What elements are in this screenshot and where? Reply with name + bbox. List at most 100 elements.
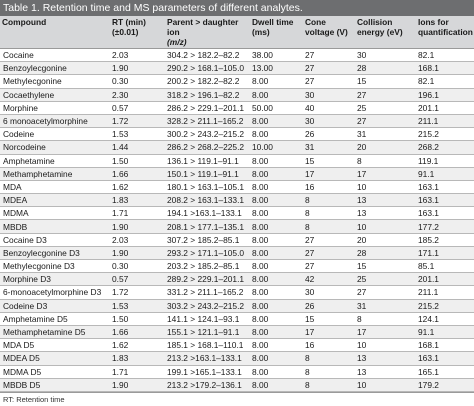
- table-cell: 10: [355, 219, 416, 234]
- table-cell: 208.1 > 177.1–135.1: [165, 219, 250, 234]
- table-cell: Benzoylecgonine D3: [0, 246, 110, 261]
- table-cell: 30: [303, 114, 355, 129]
- column-header: Dwell time (ms): [250, 16, 303, 49]
- table-cell: 50.00: [250, 101, 303, 115]
- table-cell: 13.00: [250, 61, 303, 76]
- table-cell: 304.2 > 182.2–82.2: [165, 48, 250, 63]
- table-cell: 171.1: [416, 246, 474, 261]
- table-cell: Methylecgonine: [0, 74, 110, 89]
- table-cell: 17: [355, 325, 416, 340]
- table-cell: 27: [303, 74, 355, 89]
- table-cell: 91.1: [416, 325, 474, 340]
- table-cell: 25: [355, 101, 416, 115]
- table-cell: 293.2 > 171.1–105.0: [165, 246, 250, 261]
- table-caption: Table 1. Retention time and MS parameter…: [0, 0, 474, 16]
- table-cell: 10: [355, 180, 416, 195]
- table-cell: 17: [303, 325, 355, 340]
- table-cell: 15: [303, 312, 355, 326]
- table-cell: 8: [303, 351, 355, 366]
- table-row: Cocaethylene 2.30 318.2 > 196.1–82.2 8.00 30…: [0, 88, 474, 102]
- table-cell: 179.2: [416, 378, 474, 392]
- table-row: MDMA D5 1.71 199.1 >165.1–133.1 8.00 8 13 165.…: [0, 365, 474, 379]
- table-cell: 185.1 > 168.1–110.1: [165, 338, 250, 353]
- table-cell: 1.66: [110, 325, 165, 340]
- table-cell: 8: [355, 154, 416, 168]
- table-cell: 13: [355, 365, 416, 379]
- table-cell: 8.00: [250, 193, 303, 208]
- table-cell: 163.1: [416, 206, 474, 221]
- table-cell: 27: [303, 259, 355, 274]
- table-cell: 8: [303, 193, 355, 208]
- table-row: Methamphetamine D5 1.66 155.1 > 121.1–91.1…: [0, 325, 474, 340]
- table-cell: 1.44: [110, 140, 165, 155]
- table-cell: 168.1: [416, 338, 474, 353]
- table-cell: 307.2 > 185.2–85.1: [165, 233, 250, 247]
- table-cell: 268.2: [416, 140, 474, 155]
- table-cell: 1.90: [110, 219, 165, 234]
- table-cell: 1.62: [110, 180, 165, 195]
- table-row: Cocaine D3 2.03 307.2 > 185.2–85.1 8.00 27 20…: [0, 233, 474, 247]
- table-cell: 1.72: [110, 285, 165, 300]
- table-cell: 2.03: [110, 233, 165, 247]
- table-cell: MDEA: [0, 193, 110, 208]
- table-cell: 8.00: [250, 246, 303, 261]
- table-cell: MDMA: [0, 206, 110, 221]
- table-cell: 203.2 > 185.2–85.1: [165, 259, 250, 274]
- table-cell: 82.1: [416, 48, 474, 63]
- table-cell: 1.90: [110, 378, 165, 392]
- column-header: Collision energy (eV): [355, 16, 416, 49]
- table-cell: 38.00: [250, 48, 303, 63]
- table-cell: 318.2 > 196.1–82.2: [165, 88, 250, 102]
- column-header-line: RT (min): [112, 17, 146, 27]
- table-cell: 13: [355, 351, 416, 366]
- table-cell: 0.30: [110, 259, 165, 274]
- table-cell: 201.1: [416, 272, 474, 287]
- table-cell: 31: [355, 299, 416, 313]
- table-row: Amphetamine 1.50 136.1 > 119.1–91.1 8.00 15 8…: [0, 154, 474, 168]
- table-row: MDA D5 1.62 185.1 > 168.1–110.1 8.00 16 10 168…: [0, 338, 474, 353]
- table-cell: 31: [355, 127, 416, 142]
- table-cell: 26: [303, 299, 355, 313]
- column-header-line: energy (eV): [357, 27, 403, 37]
- table-cell: 8: [355, 312, 416, 326]
- table-cell: 8.00: [250, 206, 303, 221]
- table-cell: 40: [303, 101, 355, 115]
- table-cell: 17: [355, 167, 416, 181]
- table-cell: 8: [303, 206, 355, 221]
- table-cell: Methylecgonine D3: [0, 259, 110, 274]
- column-header-line: quantification: [418, 27, 473, 37]
- table-cell: 13: [355, 193, 416, 208]
- table-cell: 200.2 > 182.2–82.2: [165, 74, 250, 89]
- table-cell: 8.00: [250, 114, 303, 129]
- table-cell: Cocaine: [0, 48, 110, 63]
- table-cell: 211.1: [416, 285, 474, 300]
- table-cell: 27: [355, 88, 416, 102]
- table-row: 6-monoacetylmorphine D3 1.72 331.2 > 211.1…: [0, 285, 474, 300]
- table-cell: Codeine D3: [0, 299, 110, 313]
- table-row: Morphine 0.57 286.2 > 229.1–201.1 50.00 40 25…: [0, 101, 474, 115]
- table-row: Benzoylecgonine D3 1.90 293.2 > 171.1–105.…: [0, 246, 474, 261]
- column-header-line: Compound: [2, 17, 47, 27]
- table-cell: Morphine: [0, 101, 110, 115]
- column-header: Cone voltage (V): [303, 16, 355, 49]
- table-cell: MDA D5: [0, 338, 110, 353]
- table-row: Norcodeine 1.44 286.2 > 268.2–225.2 10.00 31…: [0, 140, 474, 155]
- table-cell: 8.00: [250, 351, 303, 366]
- table-cell: 211.1: [416, 114, 474, 129]
- table-row: MDA 1.62 180.1 > 163.1–105.1 8.00 16 10 163.1: [0, 180, 474, 195]
- column-header: Compound: [0, 16, 110, 49]
- table-cell: 28: [355, 61, 416, 76]
- table-cell: Benzoylecgonine: [0, 61, 110, 76]
- column-header-line: Dwell time: [252, 17, 294, 27]
- table-row: MDEA 1.83 208.2 > 163.1–133.1 8.00 8 13 163.1: [0, 193, 474, 208]
- table-cell: MDEA D5: [0, 351, 110, 366]
- table-cell: 8.00: [250, 312, 303, 326]
- table-cell: 300.2 > 243.2–215.2: [165, 127, 250, 142]
- table-cell: 1.53: [110, 299, 165, 313]
- table-row: MBDB D5 1.90 213.2 >179.2–136.1 8.00 8 10 179.…: [0, 378, 474, 392]
- table-footnote: RT: Retention time: [0, 391, 474, 406]
- table-cell: 163.1: [416, 351, 474, 366]
- table-cell: 150.1 > 119.1–91.1: [165, 167, 250, 181]
- table-cell: 20: [355, 233, 416, 247]
